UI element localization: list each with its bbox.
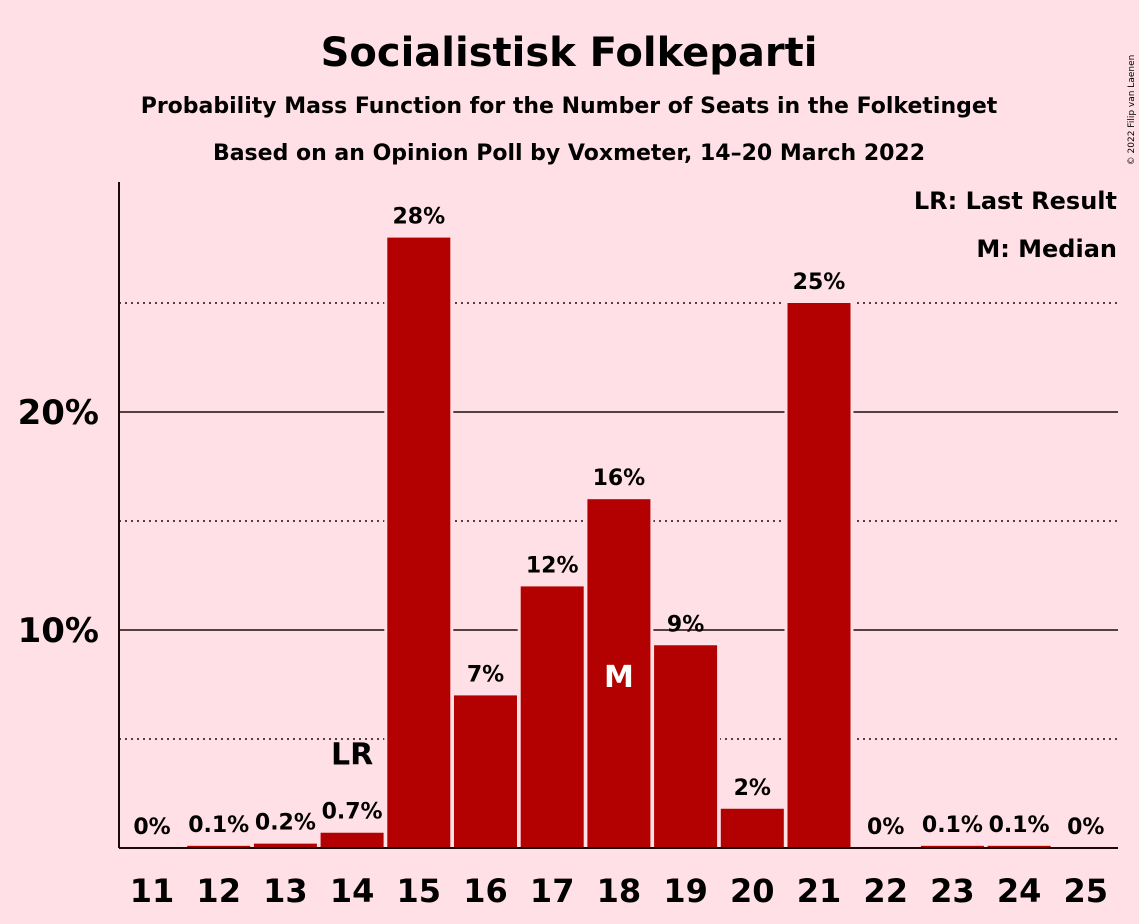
- bar: [520, 586, 584, 848]
- data-label: 2%: [734, 776, 771, 801]
- bar-halo: [917, 842, 987, 848]
- x-tick-label: 20: [730, 872, 775, 910]
- data-label: 12%: [526, 553, 579, 578]
- data-label: 0.2%: [255, 811, 316, 836]
- bar-halo: [984, 842, 1054, 848]
- bar: [454, 695, 517, 848]
- x-tick-label: 21: [797, 872, 842, 910]
- data-label: 16%: [593, 466, 646, 491]
- bar-halo: [184, 842, 254, 848]
- chart-title: Socialistisk Folkeparti: [321, 30, 818, 76]
- data-label: 9%: [667, 612, 704, 637]
- bar: [787, 303, 851, 848]
- y-tick-label: 20%: [18, 393, 99, 433]
- axes: [118, 182, 1118, 849]
- x-tick-label: 13: [263, 872, 308, 910]
- chart-subtitle: Probability Mass Function for the Number…: [141, 94, 998, 119]
- bar: [720, 808, 784, 848]
- median-marker: M: [604, 660, 634, 695]
- data-label: 0.7%: [322, 800, 383, 825]
- bar: [253, 843, 317, 848]
- bar: [987, 845, 1051, 848]
- x-tick-label: 15: [397, 872, 442, 910]
- bar: [187, 845, 251, 848]
- bar: [654, 645, 718, 848]
- data-label: 0.1%: [922, 813, 983, 838]
- labels: 10% 20% 0% 11 0.1% 12 0.2% 13 0.7% 14 28% 15 7% 16 12%…: [18, 205, 1108, 910]
- data-label: 0.1%: [989, 813, 1050, 838]
- data-label: 7%: [467, 662, 504, 687]
- x-tick-label: 12: [196, 872, 241, 910]
- legend-median: M: Median: [976, 235, 1117, 263]
- x-tick-label: 11: [130, 872, 175, 910]
- bar: [387, 237, 451, 849]
- x-tick-label: 23: [930, 872, 975, 910]
- bars: [184, 234, 1054, 849]
- x-tick-label: 25: [1064, 872, 1109, 910]
- data-label: 25%: [793, 270, 846, 295]
- legend-last-result: LR: Last Result: [914, 187, 1117, 215]
- bar: [920, 845, 984, 848]
- bar: [587, 499, 651, 848]
- data-label: 0%: [133, 815, 170, 840]
- data-label: 0%: [867, 815, 904, 840]
- x-tick-label: 16: [463, 872, 508, 910]
- x-tick-label: 14: [330, 872, 375, 910]
- data-label: 0%: [1067, 815, 1104, 840]
- x-tick-label: 22: [863, 872, 908, 910]
- chart-subtitle-source: Based on an Opinion Poll by Voxmeter, 14…: [213, 141, 925, 166]
- y-tick-label: 10%: [18, 611, 99, 651]
- x-tick-label: 19: [663, 872, 708, 910]
- x-tick-label: 17: [530, 872, 575, 910]
- data-label: 0.1%: [188, 813, 249, 838]
- copyright-notice: © 2022 Filip van Laenen: [1127, 55, 1137, 166]
- x-tick-label: 18: [597, 872, 642, 910]
- data-label: 28%: [392, 205, 445, 230]
- x-tick-label: 24: [997, 872, 1042, 910]
- last-result-marker: LR: [331, 738, 373, 773]
- bar: [320, 832, 384, 848]
